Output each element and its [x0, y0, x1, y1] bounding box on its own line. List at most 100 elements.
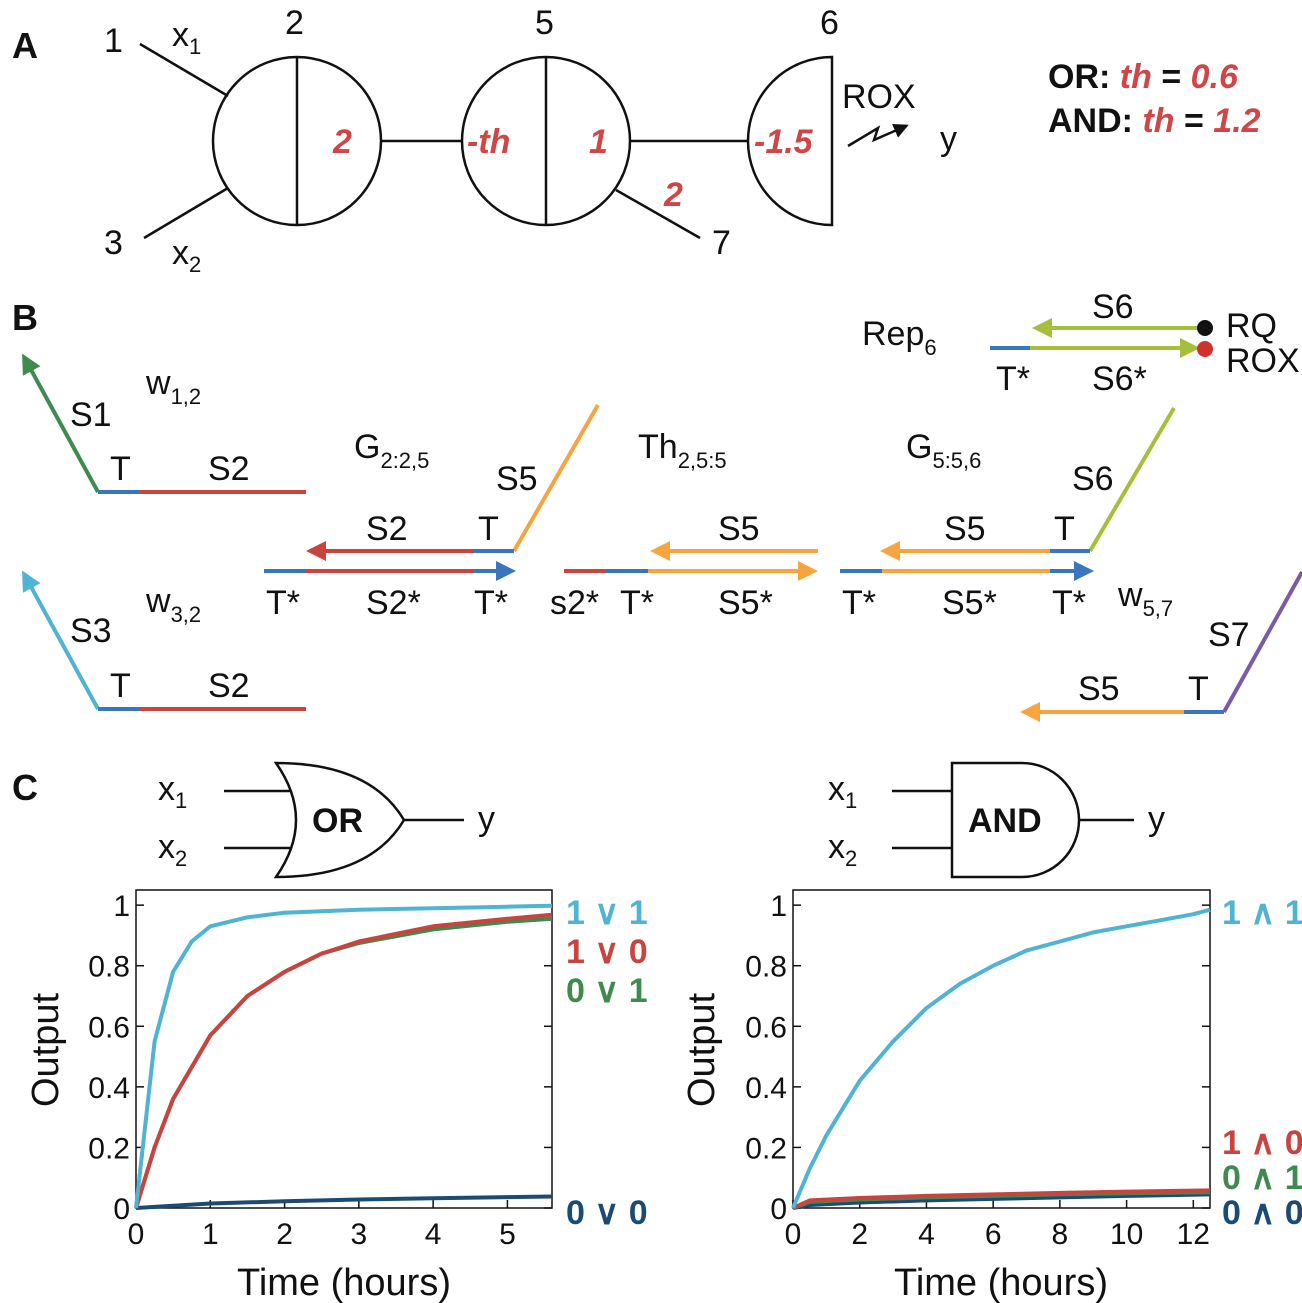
- w12-s2-label: S2: [208, 450, 250, 488]
- or-y-tick-label: 0.6: [88, 1011, 130, 1044]
- and-x1-label: x1: [828, 770, 857, 813]
- rep6-label: Rep6: [862, 315, 937, 360]
- output-bias: -1.5: [754, 123, 814, 161]
- and-y-axis-title: Output: [681, 993, 723, 1108]
- and-y-tick-label: 0.6: [745, 1011, 787, 1044]
- g225-s5-arm: [512, 404, 600, 552]
- and-x-tick-label: 6: [985, 1218, 1002, 1251]
- panel-a-label: A: [12, 25, 38, 66]
- and-legend: 1 ∧ 1 1 ∧ 00 ∧ 10 ∧ 0: [1222, 894, 1302, 1232]
- w57-label: w5,7: [1117, 576, 1173, 621]
- w12-t-label: T: [110, 450, 131, 488]
- panel-b-label: B: [12, 297, 38, 338]
- or-series-line-1: [134, 912, 553, 1209]
- and-x-axis-title: Time (hours): [894, 1262, 1108, 1303]
- or-axis-ticks: 0 1 2 3 4 5 0 0.2 0.4 0.6 0.8 1: [88, 890, 552, 1251]
- w32-label: w3,2: [145, 582, 201, 627]
- rep6-s6-label: S6: [1092, 288, 1134, 326]
- g225-tstar-left: T*: [266, 584, 300, 622]
- and-legend-entry-0: 1 ∧ 1: [1222, 894, 1302, 932]
- edge-5-7-weight: 2: [663, 176, 683, 214]
- node-1-label: 1: [104, 22, 123, 60]
- edge-5-7: [615, 188, 701, 240]
- node-6-half-circle: [746, 55, 834, 227]
- node-6-label: 6: [820, 4, 839, 42]
- panel-a: A 1 x1 3 x2 2 2 5 -th 1 2 7 6 -1.5 ROX y…: [12, 4, 1261, 277]
- or-x-tick-label: 1: [202, 1218, 219, 1251]
- rq-label: RQ: [1226, 307, 1277, 345]
- w12-s1-label: S1: [70, 396, 112, 434]
- and-x-tick-label: 2: [851, 1218, 868, 1251]
- or-x-tick-label: 5: [499, 1218, 516, 1251]
- x1-label: x1: [172, 16, 201, 59]
- rox-dot: [1197, 341, 1213, 357]
- or-gate-shape: [273, 761, 406, 879]
- or-x2-label: x2: [158, 828, 187, 871]
- node-5-label: 5: [535, 4, 554, 42]
- and-x-tick-label: 4: [918, 1218, 935, 1251]
- or-y-label: y: [478, 800, 495, 838]
- and-series-line-1: [792, 1188, 1211, 1210]
- x2-label: x2: [172, 234, 201, 277]
- and-y-tick-label: 0: [770, 1193, 787, 1226]
- or-x-tick-label: 4: [425, 1218, 442, 1251]
- and-legend-entry-3: 0 ∧ 0: [1222, 1194, 1302, 1232]
- and-x-tick-label: 8: [1052, 1218, 1069, 1251]
- panel-c: C x1 x2 OR y x1 x2 AND y 0 1 2 3 4 500.20.40.…: [12, 761, 1302, 1303]
- g556-s5-label: S5: [944, 510, 986, 548]
- node-7-label: 7: [712, 224, 731, 262]
- threshold-label: -th: [467, 123, 510, 161]
- or-threshold: OR: th = 0.6: [1048, 58, 1239, 96]
- g556-s6-label: S6: [1072, 460, 1114, 498]
- or-x-tick-label: 2: [276, 1218, 293, 1251]
- or-legend-entry-0: 1 ∨ 1: [566, 894, 648, 932]
- g225-s2star-label: S2*: [366, 584, 421, 622]
- or-legend-entry-1: 1 ∨ 0: [566, 933, 648, 971]
- rep6-s6star-label: S6*: [1092, 360, 1147, 398]
- th255-s5star-label: S5*: [718, 584, 773, 622]
- or-y-tick-label: 1: [113, 890, 130, 923]
- quencher-dot: [1197, 320, 1213, 336]
- or-x-tick-label: 0: [128, 1218, 145, 1251]
- th255-s5-label: S5: [718, 510, 760, 548]
- w57-t-label: T: [1188, 670, 1209, 708]
- and-x-tick-label: 10: [1110, 1218, 1143, 1251]
- and-series-line-3: [792, 1192, 1211, 1210]
- or-series-line-3: [135, 1194, 553, 1210]
- th255-label: Th2,5:5: [638, 428, 727, 473]
- edge-3-2: [143, 186, 229, 240]
- g556-tstar-left: T*: [842, 584, 876, 622]
- or-y-axis-title: Output: [25, 993, 67, 1108]
- or-kinetics-chart: 0 1 2 3 4 5 0 0.2 0.4 0.6 0.8 1 Time (hours) Output…: [25, 889, 648, 1303]
- node-5-weight: 1: [589, 123, 608, 161]
- or-gate-label: OR: [312, 802, 363, 840]
- w32-s2-label: S2: [208, 667, 250, 705]
- and-y-tick-label: 0.8: [745, 951, 787, 984]
- node-3-label: 3: [104, 224, 123, 262]
- panel-c-label: C: [12, 767, 38, 808]
- g225-tstar-right: T*: [474, 584, 508, 622]
- w32-s3-label: S3: [70, 612, 112, 650]
- and-gate-shape: [950, 761, 1081, 879]
- or-x1-label: x1: [158, 770, 187, 813]
- w12-label: w1,2: [145, 364, 201, 409]
- and-x2-label: x2: [828, 828, 857, 871]
- node-2-weight: 2: [332, 123, 352, 161]
- g556-s6-arm: [1088, 406, 1176, 553]
- edge-1-2: [139, 42, 229, 98]
- or-series-lines: [134, 903, 553, 1210]
- g225-t-label: T: [478, 510, 499, 548]
- or-series-line-0: [134, 903, 553, 1209]
- and-y-label: y: [1148, 800, 1165, 838]
- w32-s3-arm: [22, 570, 100, 710]
- and-gate-label: AND: [968, 802, 1042, 840]
- or-y-tick-label: 0.2: [88, 1132, 130, 1165]
- and-threshold: AND: th = 1.2: [1048, 102, 1261, 140]
- or-y-tick-label: 0: [113, 1193, 130, 1226]
- and-y-tick-label: 1: [770, 890, 787, 923]
- g556-label: G5:5,6: [906, 428, 981, 473]
- w12-s1-arm: [22, 353, 100, 493]
- or-series-line-2: [134, 916, 553, 1209]
- g225-label: G2:2,5: [354, 428, 429, 473]
- and-series-lines: [791, 907, 1211, 1210]
